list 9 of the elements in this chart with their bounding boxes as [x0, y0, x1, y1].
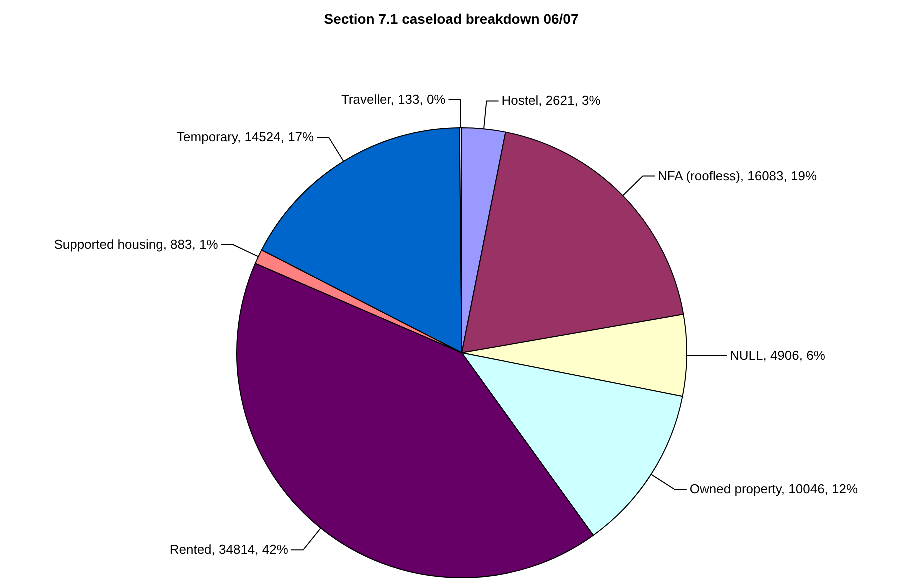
chart-title: Section 7.1 caseload breakdown 06/07: [324, 11, 579, 27]
slice-label: Hostel, 2621, 3%: [502, 93, 602, 108]
slice-label: Owned property, 10046, 12%: [690, 482, 858, 497]
slice-label: Rented, 34814, 42%: [170, 542, 289, 558]
slice-label: Traveller, 133, 0%: [341, 92, 446, 108]
slice-label: NFA (roofless), 16083, 19%: [658, 168, 818, 184]
slice-label: Supported housing, 883, 1%: [54, 236, 219, 252]
slice-label: Temporary, 14524, 17%: [177, 130, 315, 145]
slice-label: NULL, 4906, 6%: [730, 348, 826, 363]
